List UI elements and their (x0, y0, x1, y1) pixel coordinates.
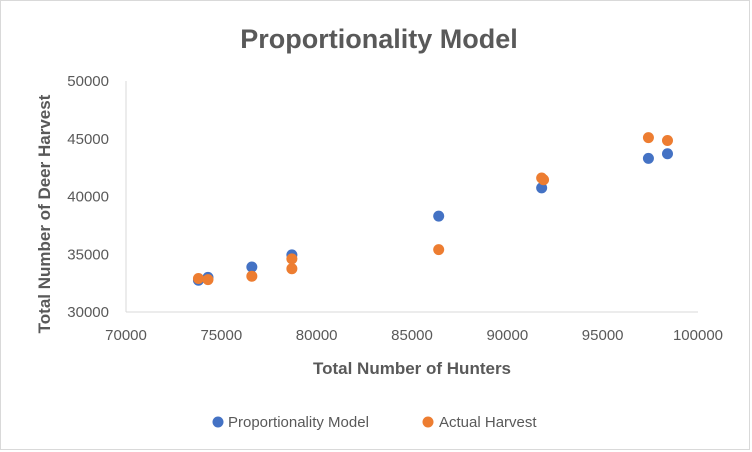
x-tick-label: 75000 (200, 327, 242, 344)
legend-marker-proportionality-model (212, 416, 224, 428)
x-tick-label: 95000 (582, 327, 624, 344)
x-tick-label: 100000 (673, 327, 723, 344)
tick-labels: 70000 75000 80000 85000 90000 95000 100000 3000… (67, 73, 723, 344)
chart-title: Proportionality Model (240, 24, 518, 54)
point-actual-harvest (661, 134, 673, 146)
x-axis-title: Total Number of Hunters (313, 359, 511, 378)
point-proportionality-model (246, 261, 258, 273)
point-proportionality-model (661, 148, 673, 160)
x-tick-label: 80000 (296, 327, 338, 344)
point-actual-harvest (192, 273, 204, 285)
y-tick-label: 30000 (67, 304, 109, 321)
legend-label-actual-harvest: Actual Harvest (439, 414, 537, 431)
point-actual-harvest (286, 263, 298, 275)
y-tick-label: 50000 (67, 73, 109, 90)
point-proportionality-model (642, 152, 654, 164)
point-actual-harvest (538, 174, 550, 186)
point-actual-harvest (246, 270, 258, 282)
y-tick-label: 40000 (67, 189, 109, 206)
x-tick-label: 90000 (486, 327, 528, 344)
point-proportionality-model (433, 210, 445, 222)
data-points (192, 132, 673, 286)
y-tick-label: 35000 (67, 246, 109, 263)
y-tick-label: 45000 (67, 131, 109, 148)
point-actual-harvest (433, 244, 445, 256)
legend: Proportionality Model Actual Harvest (212, 414, 537, 431)
legend-label-proportionality-model: Proportionality Model (228, 414, 369, 431)
point-actual-harvest (202, 274, 214, 286)
point-actual-harvest (642, 132, 654, 144)
x-tick-label: 70000 (105, 327, 147, 344)
point-actual-harvest (286, 253, 298, 265)
y-axis-title: Total Number of Deer Harvest (35, 94, 54, 333)
x-tick-label: 85000 (391, 327, 433, 344)
legend-marker-actual-harvest (422, 416, 434, 428)
